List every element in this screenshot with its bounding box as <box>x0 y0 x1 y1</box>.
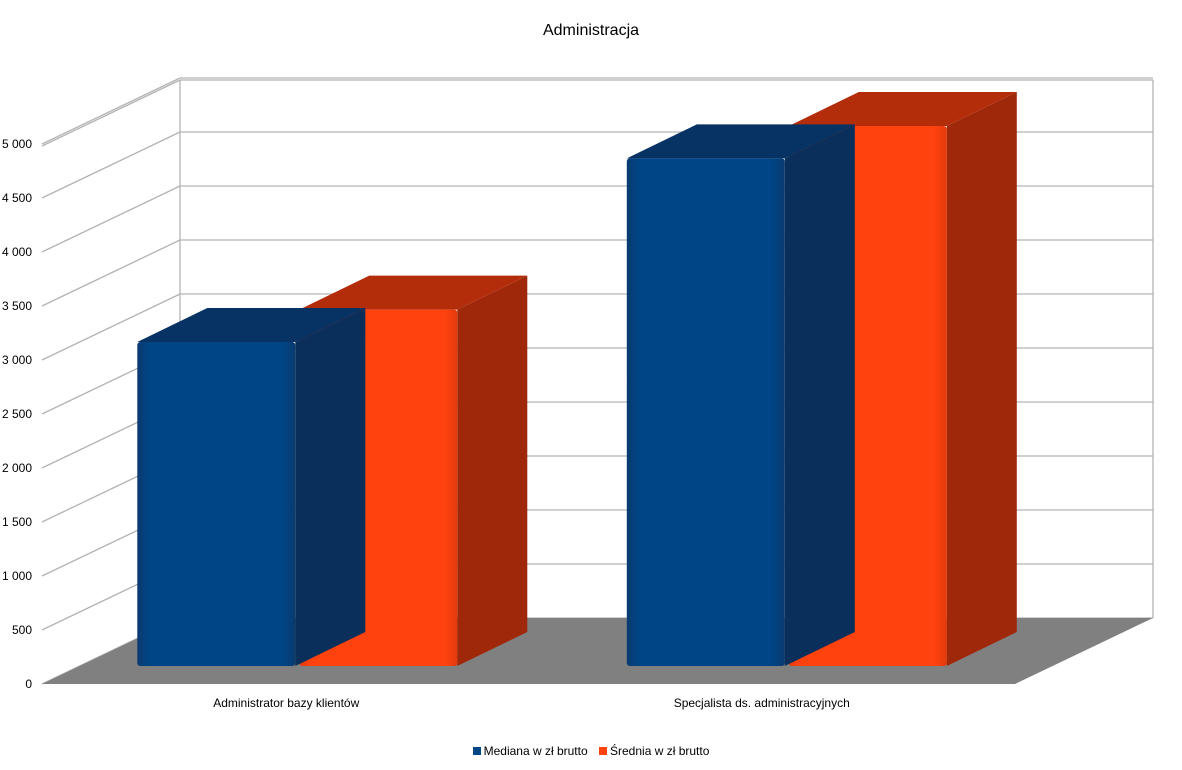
legend-swatch-median <box>472 747 481 755</box>
y-tick-label: 1 000 <box>2 569 32 583</box>
bar-side-face <box>946 92 1017 666</box>
bar-top-face <box>788 92 1017 126</box>
legend-item-mean: Średnia w zł brutto <box>599 744 709 758</box>
y-tick-label: 5 000 <box>2 137 32 151</box>
legend-item-median: Mediana w zł brutto <box>472 744 588 758</box>
side-wall-top-edge <box>41 79 181 147</box>
gridline-side <box>41 239 181 307</box>
y-tick-label: 2 500 <box>2 407 32 421</box>
gridline-side <box>41 77 181 145</box>
bar <box>137 308 366 666</box>
y-tick-label: 4 000 <box>2 245 32 259</box>
legend-swatch-mean <box>599 747 607 755</box>
gridline-side <box>41 185 181 253</box>
gridline-side <box>41 131 181 199</box>
gridline-side <box>41 293 181 361</box>
bar-front-face <box>626 158 785 666</box>
y-tick-label: 4 500 <box>2 191 32 205</box>
bar-top-face <box>299 275 528 310</box>
y-tick-label: 3 000 <box>2 353 32 367</box>
bar-side-face <box>295 308 366 666</box>
y-tick-label: 500 <box>12 623 32 637</box>
bar-top-face <box>626 124 855 159</box>
x-tick-label: Specjalista ds. administracyjnych <box>674 696 850 710</box>
legend: Mediana w zł brutto Średnia w zł brutto <box>0 744 1182 758</box>
y-tick-label: 2 000 <box>2 461 32 475</box>
bar-top-face <box>137 308 366 342</box>
x-tick-label: Administrator bazy klientów <box>213 696 359 710</box>
bar <box>626 124 855 666</box>
bar-side-face <box>784 124 855 666</box>
y-tick-label: 1 500 <box>2 515 32 529</box>
y-tick-label: 0 <box>25 677 32 691</box>
legend-label-mean: Średnia w zł brutto <box>610 744 710 758</box>
legend-label-median: Mediana w zł brutto <box>483 744 588 758</box>
bars <box>137 92 1017 666</box>
chart-title: Administracja <box>542 22 640 39</box>
y-tick-label: 3 500 <box>2 299 32 313</box>
bar-front-face <box>137 342 296 666</box>
bar-side-face <box>457 275 528 666</box>
axis-labels: 0 500 1 000 1 500 2 000 2 500 3 000 3 500 4 000 4… <box>2 137 850 710</box>
